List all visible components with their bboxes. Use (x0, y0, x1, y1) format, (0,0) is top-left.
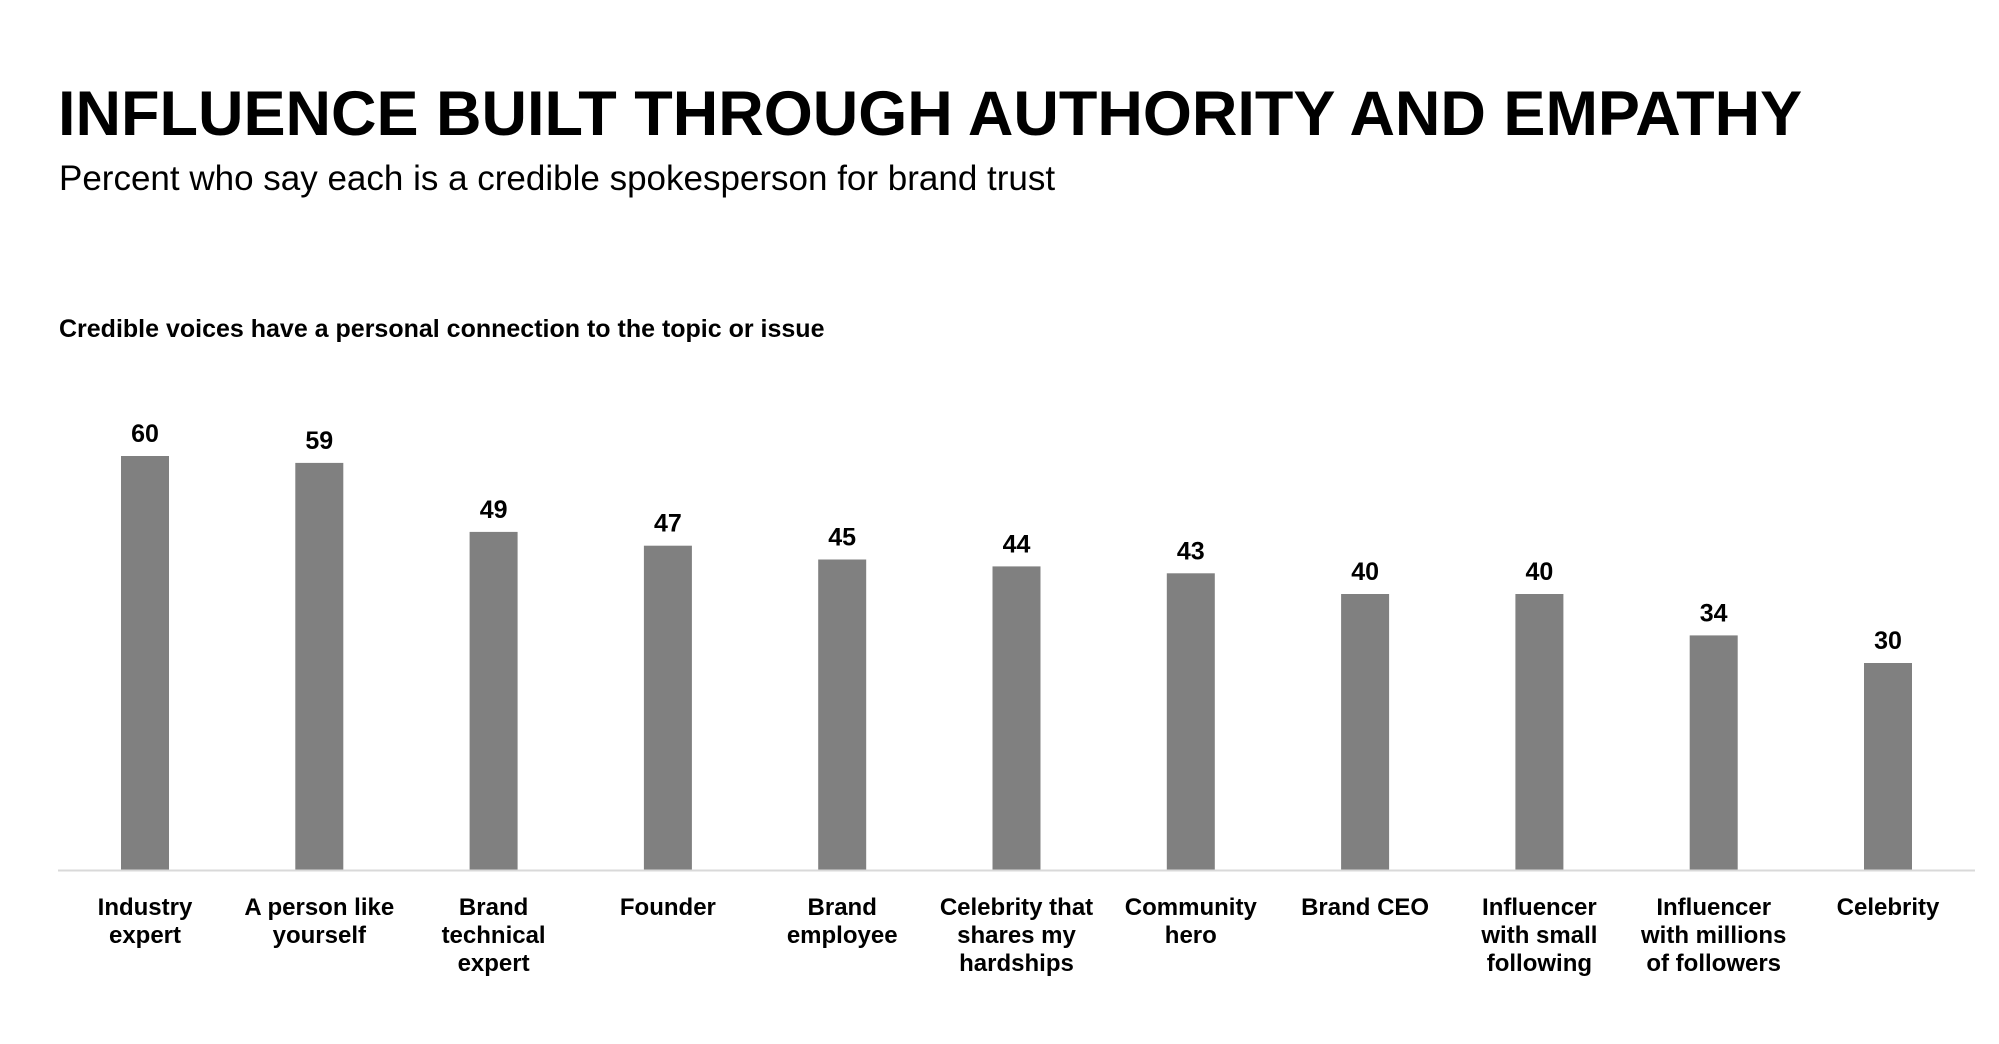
category-label-line: A person like (244, 894, 394, 921)
data-label: 45 (828, 524, 856, 552)
bar (469, 531, 518, 870)
category-label-line: yourself (273, 922, 367, 949)
category-label: Influencer with millions of followers (1640, 894, 1786, 977)
category-label: Community hero (1125, 894, 1258, 949)
chart-title: Credible voices have a personal connecti… (59, 315, 825, 343)
data-label: 44 (1003, 530, 1031, 558)
category-label-line: Celebrity (1837, 894, 1940, 921)
category-label: Influencer with small following (1480, 894, 1597, 977)
category-label-line: hardships (959, 950, 1074, 977)
category-label-line: with small (1480, 922, 1597, 949)
category-label-line: technical (442, 922, 546, 949)
category-label-line: Founder (620, 894, 716, 921)
category-label-line: hero (1165, 922, 1217, 949)
category-label-line: shares my (957, 922, 1076, 949)
bar (1689, 635, 1738, 870)
category-label-line: Brand CEO (1301, 894, 1429, 921)
category-label-line: Influencer (1656, 894, 1771, 921)
category-label: Brand employee (787, 894, 898, 949)
category-label-line: Brand (808, 894, 877, 921)
data-label: 47 (654, 510, 682, 538)
category-label-line: Brand (459, 894, 528, 921)
data-label: 34 (1700, 599, 1728, 627)
category-label: Brand technical expert (442, 894, 546, 977)
bar (818, 559, 867, 870)
bar (1166, 573, 1215, 870)
bar (295, 462, 344, 870)
data-label: 43 (1177, 537, 1205, 565)
bar (1341, 594, 1390, 870)
page-title: INFLUENCE BUILT THROUGH AUTHORITY AND EM… (58, 79, 1803, 149)
page-subtitle: Percent who say each is a credible spoke… (59, 159, 1056, 198)
category-label-line: expert (109, 922, 181, 949)
data-label: 60 (131, 420, 159, 448)
bar (121, 456, 169, 870)
bar (992, 566, 1041, 870)
bar (1864, 663, 1912, 870)
category-label: Celebrity that shares my hardships (940, 894, 1093, 977)
category-label-line: Community (1125, 894, 1258, 921)
category-label-line: Celebrity that (940, 894, 1093, 921)
category-label: Brand CEO (1301, 894, 1429, 921)
category-label-line: expert (458, 950, 530, 977)
category-label: Industry expert (98, 894, 193, 949)
category-label-line: employee (787, 922, 898, 949)
category-label-line: of followers (1646, 950, 1781, 977)
bar (643, 545, 692, 870)
category-label-line: following (1487, 950, 1592, 977)
category-label-line: Influencer (1482, 894, 1597, 921)
bar (1515, 594, 1564, 870)
data-label: 49 (480, 496, 508, 524)
category-label: Founder (620, 894, 716, 921)
data-label: 40 (1351, 558, 1379, 586)
category-label: Celebrity (1837, 894, 1940, 921)
category-label-line: Industry (98, 894, 193, 921)
data-label: 59 (305, 427, 333, 455)
data-label: 30 (1874, 627, 1902, 655)
category-label-line: with millions (1640, 922, 1786, 949)
category-label: A person like yourself (244, 894, 394, 949)
data-label: 40 (1525, 558, 1553, 586)
